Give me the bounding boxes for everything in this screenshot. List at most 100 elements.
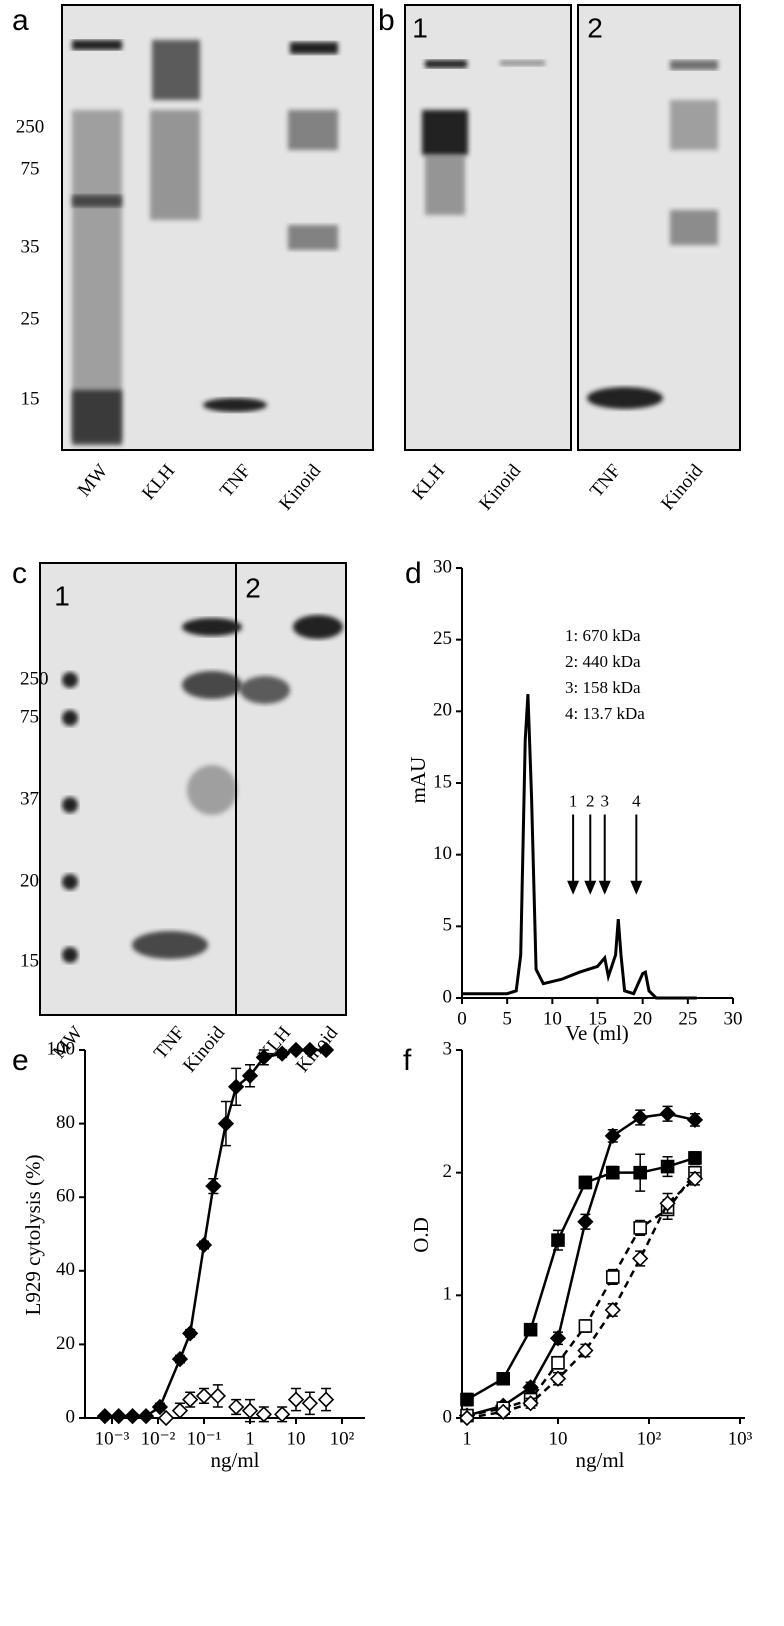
x-tick-label: 5 — [502, 1008, 512, 1029]
marker — [274, 1406, 291, 1423]
marker — [659, 1195, 676, 1212]
y-axis-label: L929 cytolysis (%) — [21, 1155, 45, 1316]
x-tick-label: 10 — [287, 1428, 306, 1449]
panel-letter: d — [405, 557, 422, 590]
marker — [686, 1111, 704, 1129]
sub-label: 1 — [412, 12, 428, 43]
x-tick-label: 1 — [462, 1428, 472, 1449]
marker — [577, 1213, 594, 1230]
line — [104, 1048, 327, 1418]
y-tick-label: 10 — [433, 843, 452, 864]
x-tick-label: 10⁻² — [141, 1428, 176, 1449]
y-tick-label: 2 — [443, 1161, 453, 1182]
marker — [241, 1067, 259, 1084]
x-tick-label: 10 — [549, 1428, 568, 1449]
panel-letter: b — [378, 4, 395, 37]
gel-bands — [72, 40, 338, 445]
marker — [137, 1408, 155, 1425]
marker — [217, 1115, 235, 1132]
mw-label: 15 — [20, 950, 39, 971]
lane-label: TNF — [586, 461, 625, 502]
line — [466, 1112, 696, 1417]
x-axis-label: Ve (ml) — [565, 1021, 629, 1045]
marker — [578, 1319, 593, 1333]
x-tick-label: 30 — [724, 1008, 743, 1029]
marker — [205, 1178, 222, 1195]
mw-label: 250 — [16, 116, 45, 137]
y-tick-label: 40 — [56, 1259, 75, 1280]
marker — [632, 1250, 649, 1267]
line — [462, 694, 697, 1000]
x-tick-label: 20 — [633, 1008, 652, 1029]
y-axis-label: mAU — [406, 757, 430, 804]
x-tick-label: 25 — [678, 1008, 697, 1029]
marker — [495, 1403, 512, 1420]
mw-label: 35 — [21, 236, 40, 257]
lane-label: KLH — [138, 460, 179, 504]
marker — [171, 1350, 189, 1368]
x-axis-label: ng/ml — [575, 1448, 624, 1472]
y-axis-label: O.D — [409, 1217, 433, 1253]
marker — [255, 1049, 272, 1066]
sub-label: 2 — [587, 12, 603, 43]
marker — [182, 1325, 199, 1342]
marker — [110, 1408, 127, 1425]
marker — [195, 1387, 213, 1405]
mw-label: 250 — [20, 668, 49, 689]
y-tick-label: 100 — [47, 1038, 76, 1059]
y-tick-label: 5 — [443, 915, 453, 936]
marker — [195, 1236, 213, 1254]
annotation: 4: 13.7 kDa — [565, 704, 645, 723]
mw-label: 15 — [21, 388, 40, 409]
marker — [274, 1045, 291, 1062]
marker — [660, 1159, 675, 1174]
mw-label: 25 — [21, 308, 40, 329]
x-tick-label: 10 — [543, 1008, 562, 1029]
marker — [551, 1356, 565, 1370]
marker — [171, 1402, 189, 1419]
arrow-label: 4 — [632, 791, 641, 810]
marker — [522, 1395, 539, 1412]
mw-label: 75 — [21, 158, 40, 179]
arrow-label: 3 — [600, 791, 609, 810]
y-tick-label: 0 — [443, 1406, 453, 1427]
gel — [235, 562, 347, 1016]
sub-label: 1 — [54, 580, 70, 611]
x-tick-label: 10² — [637, 1428, 662, 1449]
marker — [523, 1322, 538, 1337]
x-tick-label: 15 — [588, 1008, 607, 1029]
marker — [228, 1078, 245, 1095]
y-tick-label: 80 — [56, 1112, 75, 1133]
y-tick-label: 3 — [443, 1038, 453, 1059]
y-tick-label: 1 — [443, 1284, 453, 1305]
y-tick-label: 60 — [56, 1186, 75, 1207]
lane-label: KLH — [408, 460, 449, 504]
x-tick-label: 10⁻¹ — [187, 1428, 222, 1449]
marker — [604, 1301, 621, 1319]
annotation: 1: 670 kDa — [565, 626, 641, 645]
marker — [301, 1041, 318, 1059]
y-tick-label: 15 — [433, 771, 452, 792]
marker — [151, 1398, 169, 1416]
x-tick-label: 10⁻³ — [95, 1428, 130, 1449]
gel — [404, 4, 572, 451]
y-tick-label: 20 — [433, 700, 452, 721]
lane-label: Kinoid — [657, 460, 707, 514]
annotation: 3: 158 kDa — [565, 678, 641, 697]
marker — [578, 1175, 593, 1190]
gel-bands — [62, 615, 343, 963]
lane-label: Kinoid — [275, 460, 325, 514]
marker — [605, 1165, 620, 1180]
marker — [182, 1391, 199, 1408]
marker — [301, 1395, 318, 1412]
marker — [458, 1409, 476, 1427]
marker — [688, 1151, 702, 1165]
marker — [241, 1402, 259, 1419]
y-tick-label: 20 — [56, 1333, 75, 1354]
panel-letter: f — [403, 1044, 412, 1077]
marker — [460, 1392, 474, 1407]
marker — [549, 1370, 567, 1387]
panel-letter: c — [12, 557, 27, 590]
line — [466, 1156, 696, 1401]
